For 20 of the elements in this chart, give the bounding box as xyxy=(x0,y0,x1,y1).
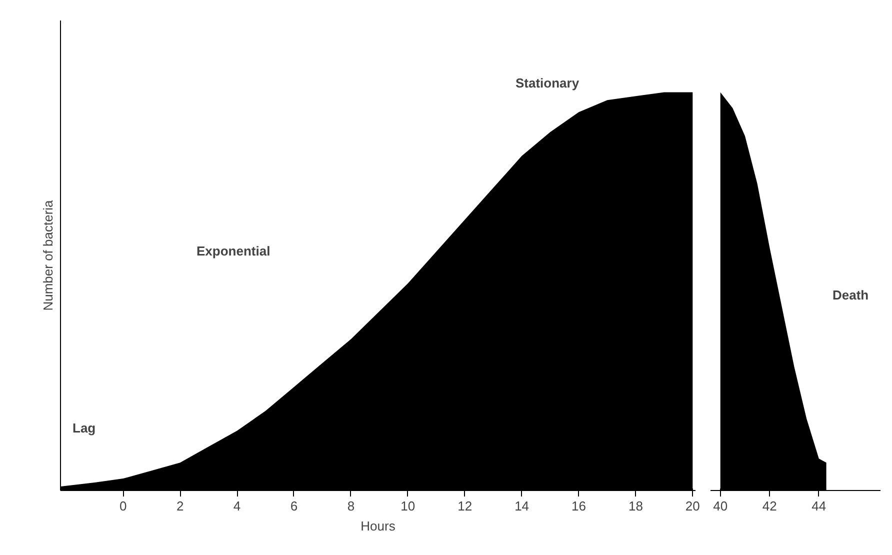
x-tick-label: 8 xyxy=(347,498,355,514)
x-tick-label: 14 xyxy=(514,498,530,514)
x-tick-label: 6 xyxy=(290,498,298,514)
x-tick-label: 44 xyxy=(812,498,826,514)
x-tick-label: 20 xyxy=(685,498,700,514)
x-tick-label: 18 xyxy=(628,498,643,514)
x-tick-label: 4 xyxy=(233,498,241,514)
text: Stationary xyxy=(516,76,580,90)
y-axis-title: Number of bacteria xyxy=(40,199,56,311)
annotation: Exponential xyxy=(196,244,270,258)
x-tick-label: 10 xyxy=(400,498,416,514)
x-tick-label: 42 xyxy=(762,498,777,514)
annotation: Lag xyxy=(72,420,96,436)
x-tick-label: 40 xyxy=(713,498,728,514)
x-tick-label: 0 xyxy=(120,498,127,514)
x-tick-label: 16 xyxy=(572,498,586,514)
x-axis-title: Hours xyxy=(360,518,396,534)
x-tick-label: 12 xyxy=(458,498,472,514)
x-tick-label: 2 xyxy=(176,498,184,514)
annotation: Death xyxy=(832,288,869,302)
